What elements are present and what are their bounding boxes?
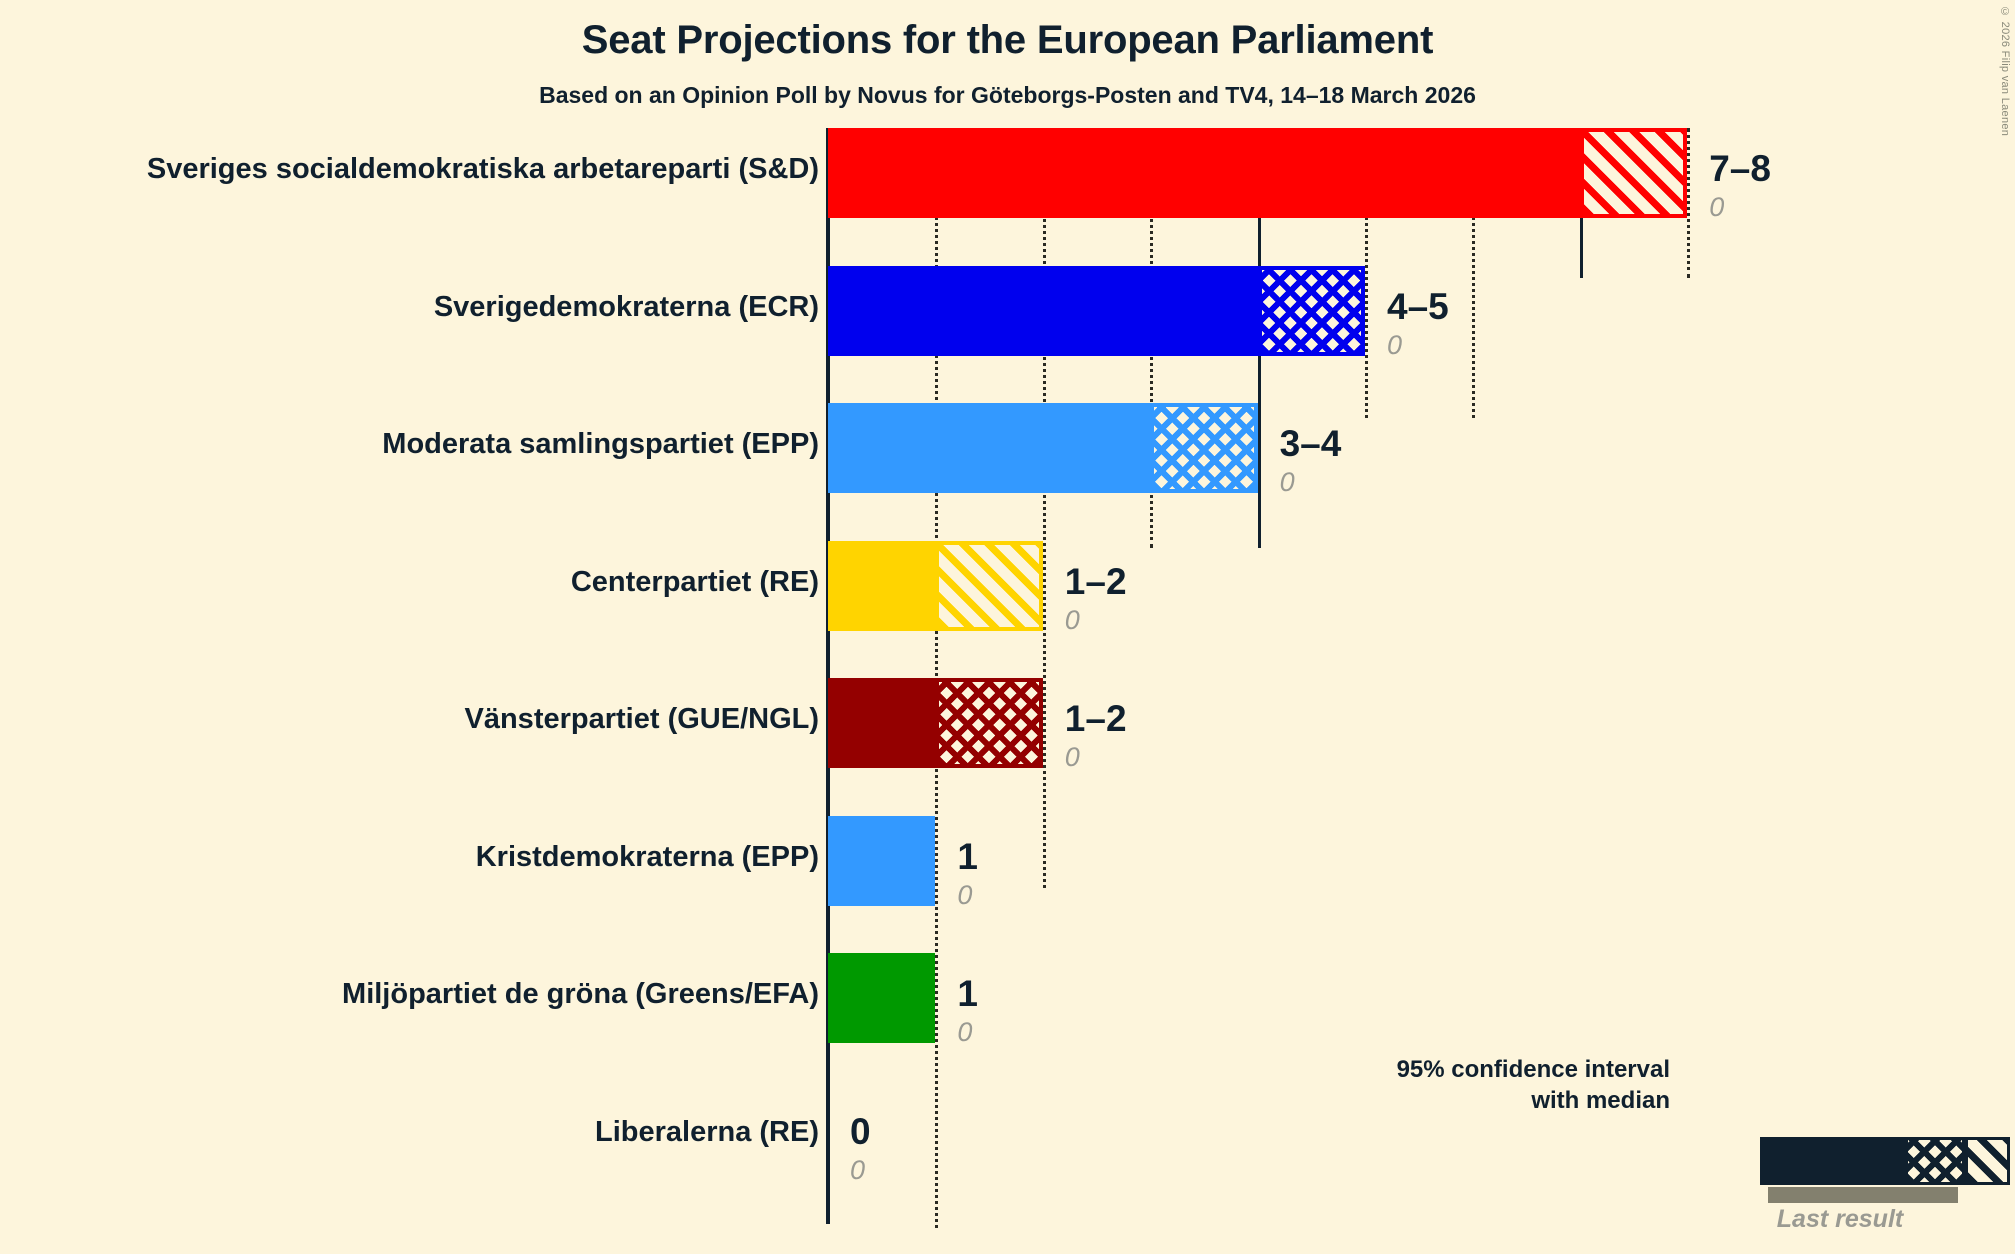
chart-row: Moderata samlingspartiet (EPP) 3–4 0 (0, 403, 2015, 497)
chart-row: Liberalerna (RE) 0 0 (0, 1091, 2015, 1185)
page-title: Seat Projections for the European Parlia… (581, 18, 1434, 62)
bar-2 (828, 265, 1365, 356)
chart-row: Centerpartiet (RE) 1–2 0 (0, 540, 2015, 635)
chart-subtitle: Based on an Opinion Poll by Novus for Gö… (539, 82, 1476, 108)
bar-median-segment (828, 540, 936, 631)
last-result-value: 0 (1064, 742, 1080, 772)
legend-cross-hatch-segment (1905, 1137, 1966, 1185)
bar-6 (828, 815, 936, 906)
bar-4 (828, 540, 1043, 631)
bar-7 (828, 953, 936, 1043)
bar-median-segment (828, 128, 1580, 218)
bar-confidence-segment (1150, 403, 1258, 493)
gridline-8 (1687, 128, 1691, 278)
legend-line-1: 95% confidence interval (1396, 1056, 1670, 1083)
party-label: Moderata samlingspartiet (EPP) (382, 428, 819, 460)
bar-median-segment (828, 403, 1151, 493)
last-result-value: 0 (957, 879, 973, 910)
last-result-value: 0 (850, 1154, 866, 1185)
last-result-value: 0 (957, 1017, 973, 1047)
bar-median-segment (828, 265, 1258, 356)
legend-sample-bar (1760, 1137, 2010, 1185)
seat-value: 1 (957, 835, 978, 877)
party-label: Sverigedemokraterna (ECR) (433, 290, 819, 323)
seat-value: 1–2 (1064, 560, 1127, 602)
chart-row: Miljöpartiet de gröna (Greens/EFA) 1 0 (0, 953, 2015, 1047)
legend-line-2: with median (1531, 1086, 1670, 1114)
legend-diagonal-hatch-segment (1965, 1137, 2010, 1185)
last-result-value: 0 (1064, 604, 1080, 635)
bar-median-segment (828, 678, 936, 768)
seat-value: 1–2 (1064, 698, 1127, 739)
gridline-2 (1042, 128, 1046, 888)
bar-5 (828, 678, 1043, 768)
party-label: Liberalerna (RE) (595, 1115, 819, 1148)
chart-row: Vänsterpartiet (GUE/NGL) 1–2 0 (0, 678, 2015, 772)
chart-row: Sverigedemokraterna (ECR) 4–5 0 (0, 265, 2015, 360)
bar-confidence-segment (935, 678, 1043, 768)
last-result-value: 0 (1709, 192, 1725, 222)
bar-chart-plot-area: Sveriges socialdemokratiska arbetarepart… (0, 128, 2015, 1228)
seat-value: 1 (957, 973, 978, 1014)
legend-caption: 95% confidence interval with median (1330, 1055, 1670, 1116)
y-axis-line (826, 128, 830, 1224)
legend-median-segment (1760, 1137, 1906, 1185)
party-label: Centerpartiet (RE) (570, 565, 819, 598)
seat-value: 7–8 (1709, 148, 1771, 189)
bar-median-segment (828, 953, 936, 1043)
party-label: Vänsterpartiet (GUE/NGL) (464, 703, 820, 735)
bar-confidence-segment (1579, 128, 1688, 218)
party-label: Kristdemokraterna (EPP) (475, 840, 819, 873)
seat-value: 3–4 (1279, 423, 1342, 464)
bar-confidence-segment (935, 540, 1043, 631)
seat-value: 0 (850, 1110, 871, 1152)
chart-row: Sveriges socialdemokratiska arbetarepart… (0, 128, 2015, 222)
gridline-6 (1472, 128, 1476, 418)
party-label: Sveriges socialdemokratiska arbetarepart… (146, 153, 819, 185)
bar-median-segment (828, 815, 936, 906)
legend-last-result-label: Last result (1776, 1205, 1904, 1233)
bar-confidence-segment (1257, 265, 1365, 356)
legend-last-result-bar (1768, 1187, 1958, 1203)
last-result-value: 0 (1279, 467, 1295, 497)
gridline-5 (1365, 128, 1368, 418)
bar-1 (828, 128, 1688, 218)
party-label: Miljöpartiet de gröna (Greens/EFA) (342, 978, 819, 1010)
copyright-notice: © 2026 Filip van Laenen (1999, 6, 2011, 137)
seat-value: 4–5 (1387, 285, 1449, 327)
bar-3 (828, 403, 1258, 493)
last-result-value: 0 (1387, 329, 1403, 360)
chart-row: Kristdemokraterna (EPP) 1 0 (0, 815, 2015, 910)
